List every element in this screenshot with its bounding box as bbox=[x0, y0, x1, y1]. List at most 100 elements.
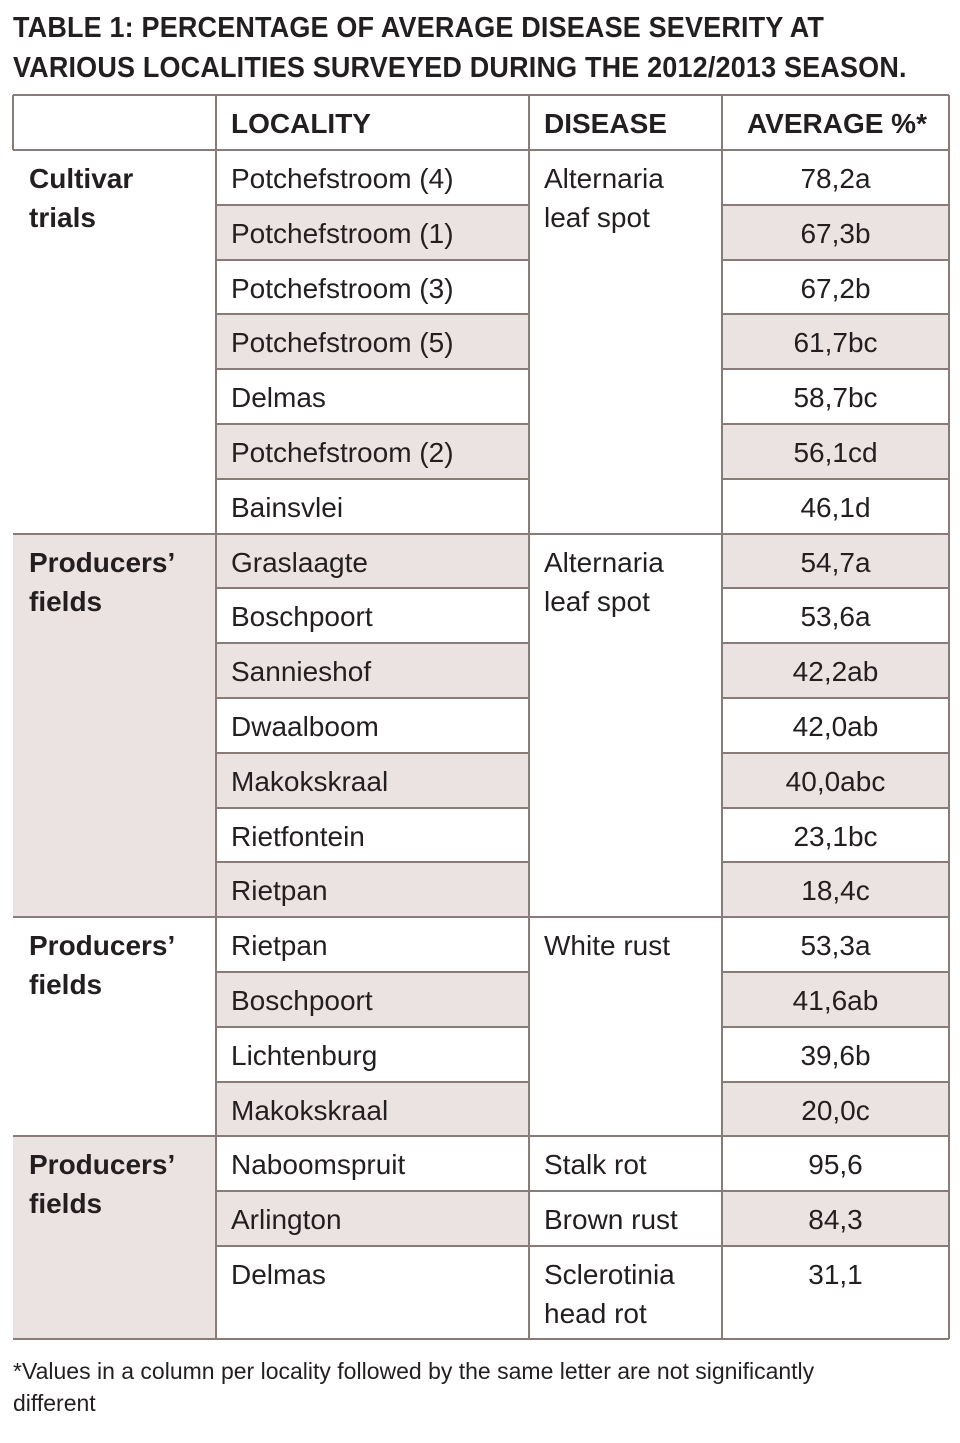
locality-cell: Potchefstroom (4) bbox=[231, 163, 454, 194]
group-label-line-2: fields bbox=[29, 969, 103, 1001]
row-shade-average bbox=[722, 1081, 949, 1137]
locality-cell: Potchefstroom (1) bbox=[231, 217, 454, 249]
row-shade-average bbox=[722, 752, 949, 808]
average-cell: 41,6ab bbox=[792, 985, 879, 1016]
footnote-line-1: *Values in a column per locality followe… bbox=[13, 1358, 815, 1384]
row-shade-locality bbox=[216, 204, 529, 260]
rule-right-body bbox=[948, 150, 950, 1339]
rule-row-average bbox=[722, 1080, 949, 1083]
rule-row-locality bbox=[216, 1080, 529, 1083]
rule-col bbox=[215, 95, 217, 1339]
group-label: Producers’ bbox=[29, 930, 176, 962]
average-cell: 56,1cd bbox=[793, 437, 878, 468]
row-shade-locality bbox=[216, 972, 529, 1027]
rule-right bbox=[948, 95, 950, 150]
average-cell: 95,6 bbox=[808, 1149, 863, 1181]
rule-row-locality bbox=[216, 203, 529, 206]
locality-cell: Bainsvlei bbox=[231, 491, 344, 523]
group-shade bbox=[13, 1136, 216, 1339]
rule-bottom bbox=[13, 1337, 949, 1340]
locality-cell: Graslaagte bbox=[231, 546, 368, 578]
average-cell: 46,1d bbox=[800, 491, 871, 523]
average-cell: 67,3b bbox=[800, 217, 871, 249]
group-disease: Alternaria bbox=[544, 546, 664, 578]
rule-left bbox=[12, 95, 14, 150]
average-cell: 42,2ab bbox=[792, 656, 879, 688]
row-shade-average bbox=[722, 1191, 949, 1246]
header-locality: LOCALITY bbox=[231, 108, 371, 139]
group-disease: White rust bbox=[544, 930, 671, 962]
row-shade-average bbox=[722, 424, 949, 479]
locality-cell: Sannieshof bbox=[231, 656, 372, 688]
average-cell: 42,0ab bbox=[792, 711, 879, 742]
disease-cell: Brown rust bbox=[544, 1204, 678, 1236]
row-shade-locality bbox=[216, 752, 529, 808]
locality-cell: Potchefstroom (5) bbox=[231, 327, 454, 359]
group-shade bbox=[13, 533, 216, 918]
group-label-line-2: fields bbox=[29, 585, 103, 617]
rule-row-average bbox=[722, 861, 949, 864]
header-average: AVERAGE %* bbox=[747, 108, 927, 139]
locality-cell: Rietpan bbox=[231, 875, 328, 907]
locality-cell: Lichtenburg bbox=[231, 1039, 378, 1071]
average-cell: 54,7a bbox=[800, 546, 871, 578]
rule-row-average bbox=[722, 751, 949, 754]
locality-cell: Arlington bbox=[231, 1204, 342, 1236]
rule-row-locality bbox=[216, 751, 529, 754]
locality-cell: Dwaalboom bbox=[231, 711, 379, 742]
average-cell: 31,1 bbox=[808, 1259, 863, 1290]
rule-col bbox=[721, 95, 723, 1339]
rule-row-average bbox=[722, 971, 949, 973]
table-title-line-1: TABLE 1: PERCENTAGE OF AVERAGE DISEASE S… bbox=[13, 12, 825, 44]
rule-row-average bbox=[722, 642, 949, 645]
group-label-line-2: fields bbox=[29, 1188, 103, 1220]
group-label: Producers’ bbox=[29, 1149, 176, 1181]
table-title: TABLE 1: PERCENTAGE OF AVERAGE DISEASE S… bbox=[13, 8, 906, 88]
footnote-line-2: different bbox=[13, 1390, 96, 1416]
rule-row-disease bbox=[529, 1190, 722, 1193]
average-cell: 53,6a bbox=[800, 601, 871, 633]
row-shade-locality bbox=[216, 424, 529, 479]
average-cell: 84,3 bbox=[808, 1204, 863, 1236]
row-shade-average bbox=[722, 972, 949, 1027]
rule-header bbox=[13, 149, 949, 151]
row-shade-average bbox=[722, 862, 949, 918]
rule-row-locality bbox=[216, 697, 529, 699]
locality-cell: Naboomspruit bbox=[231, 1149, 406, 1181]
rule-row-locality bbox=[216, 423, 529, 425]
rule-row-locality bbox=[216, 313, 529, 316]
rule-row-locality bbox=[216, 368, 529, 371]
rule-row-locality bbox=[216, 1190, 529, 1193]
average-cell: 23,1bc bbox=[793, 820, 878, 852]
rule-row-average bbox=[722, 1025, 949, 1028]
rule-row-locality bbox=[216, 477, 529, 480]
group-label-line-2: trials bbox=[29, 202, 96, 233]
row-shade-average bbox=[722, 204, 949, 260]
rule-row-locality bbox=[216, 806, 529, 809]
rule-row-average bbox=[722, 258, 949, 261]
disease-severity-table: LOCALITY DISEASE AVERAGE %* Potchefstroo… bbox=[12, 94, 950, 1340]
rule-row-average bbox=[722, 697, 949, 699]
locality-cell: Delmas bbox=[231, 382, 326, 414]
rule-row-locality bbox=[216, 1025, 529, 1028]
rule-row-average bbox=[722, 1245, 949, 1247]
rule-row-average bbox=[722, 587, 949, 590]
average-cell: 53,3a bbox=[800, 930, 871, 962]
rule-row-average bbox=[722, 806, 949, 809]
locality-cell: Makokskraal bbox=[231, 765, 389, 797]
rule-row-locality bbox=[216, 587, 529, 590]
row-shade-locality bbox=[216, 1081, 529, 1137]
row-shade-locality bbox=[216, 862, 529, 918]
group-disease: Alternaria bbox=[544, 163, 664, 194]
average-cell: 18,4c bbox=[801, 875, 870, 907]
disease-cell: Sclerotinia bbox=[544, 1259, 675, 1290]
locality-cell: Potchefstroom (3) bbox=[231, 272, 454, 304]
average-cell: 78,2a bbox=[800, 163, 871, 194]
row-shade-average bbox=[722, 533, 949, 589]
average-cell: 67,2b bbox=[800, 272, 871, 304]
locality-cell: Rietfontein bbox=[231, 820, 365, 852]
rule-row-average bbox=[722, 423, 949, 425]
row-shade-locality bbox=[216, 533, 529, 589]
average-cell: 20,0c bbox=[801, 1094, 870, 1126]
rule-row-locality bbox=[216, 971, 529, 973]
